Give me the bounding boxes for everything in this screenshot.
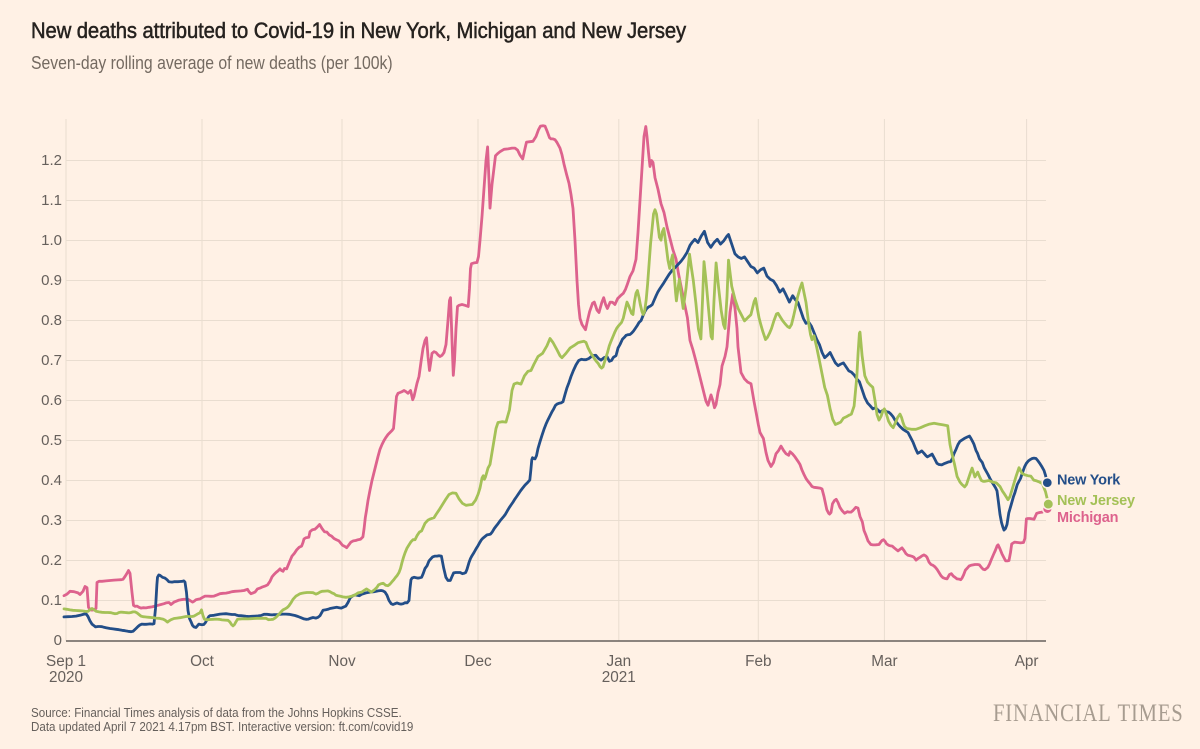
svg-text:0.2: 0.2 <box>41 552 62 569</box>
svg-text:New York: New York <box>1057 473 1121 489</box>
svg-text:0.9: 0.9 <box>41 272 62 289</box>
svg-text:0.7: 0.7 <box>41 352 62 369</box>
svg-text:1.2: 1.2 <box>41 152 62 169</box>
svg-text:Oct: Oct <box>190 653 215 670</box>
svg-text:2021: 2021 <box>602 669 636 686</box>
svg-text:1.1: 1.1 <box>41 192 62 209</box>
svg-text:Nov: Nov <box>328 653 356 670</box>
svg-text:0.1: 0.1 <box>41 592 62 609</box>
svg-text:0.6: 0.6 <box>41 392 62 409</box>
svg-text:Sep 1: Sep 1 <box>46 653 86 670</box>
svg-text:Jan: Jan <box>606 653 631 670</box>
svg-text:Michigan: Michigan <box>1057 510 1118 526</box>
svg-text:0.5: 0.5 <box>41 432 62 449</box>
svg-text:0.3: 0.3 <box>41 512 62 529</box>
svg-text:Dec: Dec <box>464 653 492 670</box>
svg-text:Feb: Feb <box>745 653 771 670</box>
svg-text:1.0: 1.0 <box>41 232 62 249</box>
svg-text:New Jersey: New Jersey <box>1057 493 1135 509</box>
svg-text:0: 0 <box>54 632 62 649</box>
svg-text:2020: 2020 <box>49 669 83 686</box>
svg-text:Mar: Mar <box>871 653 897 670</box>
svg-text:Apr: Apr <box>1015 653 1039 670</box>
svg-text:0.8: 0.8 <box>41 312 62 329</box>
svg-text:0.4: 0.4 <box>41 472 62 489</box>
